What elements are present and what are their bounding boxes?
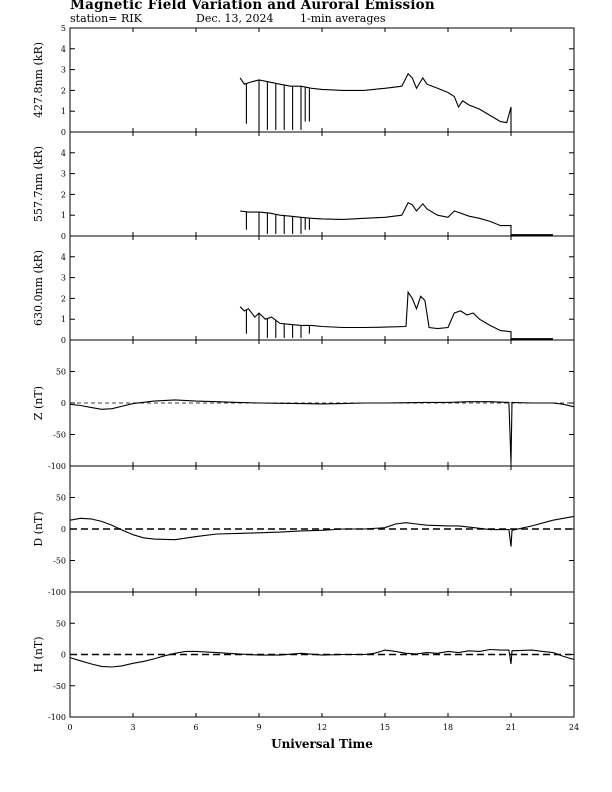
ylabel-1: 427.8nm (kR) [32, 42, 45, 118]
chart-title: Magnetic Field Variation and Auroral Emi… [70, 0, 435, 13]
ytick-label-2-3: 3 [61, 170, 66, 179]
ytick-label-1-5: 5 [61, 24, 66, 33]
ytick-label-4-1: -50 [53, 431, 66, 440]
ytick-label-3-2: 2 [61, 294, 66, 303]
ytick-label-1-4: 4 [61, 45, 66, 54]
chart-subtitle: station= RIK Dec. 13, 2024 1-min averages [70, 12, 386, 25]
ytick-label-1-3: 3 [61, 66, 66, 75]
averaging-label: 1-min averages [300, 12, 386, 25]
xtick-label-4: 12 [317, 723, 327, 732]
ytick-label-6-2: 0 [61, 651, 66, 660]
xtick-label-8: 24 [569, 723, 579, 732]
xtick-label-3: 9 [256, 723, 261, 732]
xtick-label-6: 18 [443, 723, 453, 732]
series-line-5-0 [69, 515, 575, 547]
series-line-1-0 [239, 72, 512, 132]
xaxis-title: Universal Time [271, 737, 373, 751]
panel-frame-6 [69, 591, 575, 718]
ylabel-5: D (nT) [32, 511, 45, 546]
ytick-label-2-4: 4 [61, 149, 66, 158]
ylabel-4: Z (nT) [32, 386, 45, 420]
xtick-label-5: 15 [380, 723, 390, 732]
series-line-2-0 [240, 201, 554, 237]
ytick-label-5-1: -50 [53, 557, 66, 566]
ytick-label-2-0: 0 [61, 232, 66, 241]
ytick-label-4-3: 50 [56, 368, 66, 377]
ytick-label-5-2: 0 [61, 525, 66, 534]
panel-frame-3 [69, 235, 575, 341]
ytick-label-3-0: 0 [61, 336, 66, 345]
xtick-label-7: 21 [506, 723, 516, 732]
panel-frame-1 [69, 27, 575, 133]
ytick-label-1-1: 1 [61, 107, 66, 116]
ylabel-3: 630.0nm (kR) [32, 250, 45, 326]
xtick-label-1: 3 [130, 723, 135, 732]
ytick-label-6-0: -100 [48, 713, 66, 722]
panel-frame-5 [69, 465, 575, 593]
ylabel-2: 557.7nm (kR) [32, 146, 45, 222]
ytick-label-3-1: 1 [61, 315, 66, 324]
ytick-label-3-3: 3 [61, 274, 66, 283]
ytick-label-1-0: 0 [61, 128, 66, 137]
ytick-label-5-3: 50 [56, 494, 66, 503]
ytick-label-2-2: 2 [61, 190, 66, 199]
xtick-label-0: 0 [67, 723, 72, 732]
date-label: Dec. 13, 2024 [196, 12, 274, 25]
series-line-6-0 [69, 648, 575, 668]
ylabel-6: H (nT) [32, 636, 45, 672]
ytick-label-2-1: 1 [61, 211, 66, 220]
ytick-label-3-4: 4 [61, 253, 66, 262]
series-line-4-0 [69, 399, 575, 463]
ytick-label-6-3: 50 [56, 619, 66, 628]
station-label: station= RIK [70, 12, 142, 25]
ytick-label-4-0: -100 [48, 462, 66, 471]
ytick-label-6-1: -50 [53, 682, 66, 691]
ytick-label-1-2: 2 [61, 86, 66, 95]
series-line-3-0 [239, 290, 554, 341]
panel-frame-2 [69, 131, 575, 237]
xtick-label-2: 6 [193, 723, 198, 732]
ytick-label-4-2: 0 [61, 399, 66, 408]
ytick-label-5-0: -100 [48, 588, 66, 597]
